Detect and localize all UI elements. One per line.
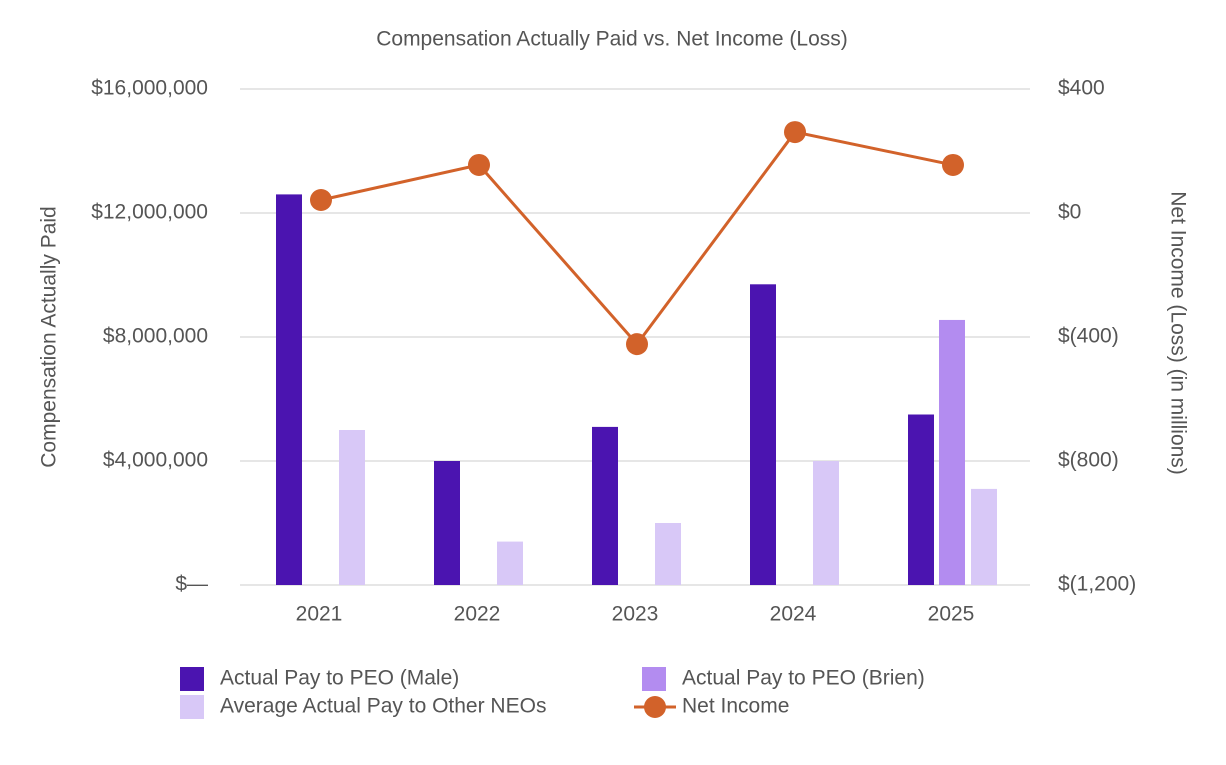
x-tick-label: 2022: [454, 603, 501, 626]
legend-swatch: [180, 667, 204, 691]
bar: [813, 461, 839, 585]
x-tick-label: 2024: [770, 603, 817, 626]
legend-label: Average Actual Pay to Other NEOs: [220, 695, 546, 718]
y2-axis-label: Net Income (Loss) (in millions): [1166, 191, 1189, 475]
bar: [939, 319, 965, 585]
bar: [750, 284, 776, 585]
line-point: [310, 188, 332, 211]
y-tick-label: $—: [175, 573, 208, 596]
x-tick-label: 2021: [296, 603, 343, 626]
y2-tick-label: $0: [1058, 201, 1081, 224]
bar: [434, 461, 460, 585]
line-point: [784, 121, 806, 144]
line-point: [626, 333, 648, 356]
line-point: [468, 153, 490, 176]
y2-tick-label: $400: [1058, 77, 1105, 100]
legend-swatch: [642, 667, 666, 691]
y-axis-label: Compensation Actually Paid: [38, 206, 61, 468]
line: [320, 130, 954, 347]
bar: [276, 194, 302, 585]
y-tick-label: $8,000,000: [103, 325, 208, 348]
y2-tick-label: $(800): [1058, 449, 1119, 472]
legend-marker: [644, 696, 666, 718]
y-tick-label: $16,000,000: [91, 77, 208, 100]
bar: [339, 430, 365, 585]
chart-title: Compensation Actually Paid vs. Net Incom…: [376, 28, 848, 51]
x-tick-label: 2023: [612, 603, 659, 626]
y2-tick-label: $(1,200): [1058, 573, 1136, 596]
y-tick-label: $12,000,000: [91, 201, 208, 224]
x-tick-label: 2025: [928, 603, 975, 626]
legend-swatch: [180, 695, 204, 719]
bar: [908, 414, 934, 585]
line-point: [942, 153, 964, 176]
bar: [655, 523, 681, 585]
bar: [971, 488, 997, 585]
y-tick-label: $4,000,000: [103, 449, 208, 472]
legend-label: Actual Pay to PEO (Male): [220, 667, 459, 690]
y2-tick-label: $(400): [1058, 325, 1119, 348]
bar: [592, 426, 618, 585]
bar: [497, 541, 523, 585]
legend-label: Net Income: [682, 695, 789, 718]
legend-label: Actual Pay to PEO (Brien): [682, 667, 925, 690]
